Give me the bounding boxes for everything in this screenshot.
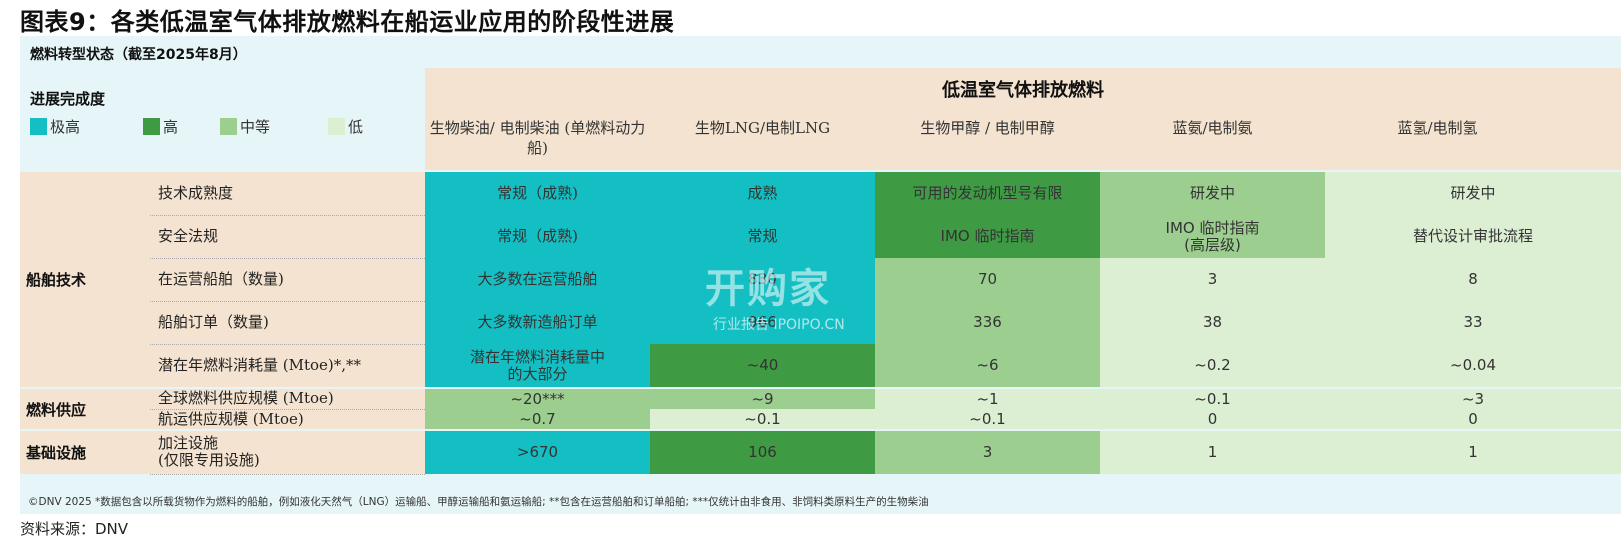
status-cell: ~0.1 <box>650 409 875 430</box>
status-cell: ~0.04 <box>1325 344 1621 388</box>
status-cell: 0 <box>1100 409 1325 430</box>
figure-subtitle: 燃料转型状态（截至2025年8月） <box>30 47 247 63</box>
table-row: 船舶技术 技术成熟度 常规（成熟) 成熟 可用的发动机型号有限 研发中 研发中 <box>20 172 1621 388</box>
fuel-column-header: 生物LNG/电制LNG <box>694 119 831 137</box>
fuel-header-title: 低温室气体排放燃料 <box>942 80 1104 101</box>
status-cell: 1 <box>1325 429 1621 474</box>
legend-label: 极高 <box>50 118 81 136</box>
legend-item: 极高 <box>30 116 80 137</box>
status-cell: 可用的发动机型号有限 <box>875 172 1100 215</box>
section-label: 燃料供应 <box>20 387 150 430</box>
status-cell: ~0.2 <box>1100 344 1325 388</box>
status-cell: ~20*** <box>425 387 650 409</box>
status-cell: 研发中 <box>1325 172 1621 215</box>
row-label: 技术成熟度 <box>150 172 425 216</box>
legend-label: 高 <box>163 118 179 136</box>
table-row: 安全法规 常规（成熟) 常规 IMO 临时指南 IMO 临时指南 (高层级) 替代设计审批… <box>20 215 1621 259</box>
status-cell: ~1 <box>875 387 1100 409</box>
table-row: 船舶订单（数量) 大多数新造船订单 966 336 38 33 <box>20 301 1621 345</box>
status-cell: 106 <box>650 429 875 474</box>
status-cell: 0 <box>1325 409 1621 430</box>
fuel-column-header: 生物柴油/ 电制柴油 (单燃料动力船) <box>429 119 646 157</box>
table-row: 在运营船舶（数量) 大多数在运营船舶 830 70 3 8 <box>20 258 1621 302</box>
row-label: 船舶订单（数量) <box>150 301 425 345</box>
progress-table: 船舶技术 技术成熟度 常规（成熟) 成熟 可用的发动机型号有限 研发中 研发中 安全法规 常规（… <box>20 172 1621 475</box>
legend-item: 中等 <box>220 116 270 137</box>
legend-swatch <box>30 118 47 135</box>
status-cell: ~40 <box>650 344 875 388</box>
status-cell: IMO 临时指南 <box>875 215 1100 258</box>
status-cell: ~0.7 <box>425 409 650 430</box>
figure-panel: 燃料转型状态（截至2025年8月） 进展完成度 极高 高 中等 低 低温室气体排放燃料… <box>20 36 1621 514</box>
fuel-column-header: 蓝氢/电制氢 <box>1397 119 1478 137</box>
status-cell: 研发中 <box>1100 172 1325 215</box>
status-cell: 33 <box>1325 301 1621 344</box>
status-cell: ~6 <box>875 344 1100 388</box>
legend-swatch <box>328 118 345 135</box>
status-cell: 3 <box>875 429 1100 474</box>
status-cell: 3 <box>1100 258 1325 301</box>
section-label: 基础设施 <box>20 429 150 474</box>
status-cell: 336 <box>875 301 1100 344</box>
legend-item: 高 <box>143 116 178 137</box>
status-cell: 1 <box>1100 429 1325 474</box>
status-cell: ~3 <box>1325 387 1621 409</box>
status-cell: IMO 临时指南 (高层级) <box>1100 215 1325 258</box>
table-row: 潜在年燃料消耗量 (Mtoe)*,** 潜在年燃料消耗量中 的大部分 ~40 ~6 ~0… <box>20 344 1621 389</box>
legend-label: 低 <box>348 118 364 136</box>
status-cell: 常规 <box>650 215 875 258</box>
status-cell: 830 <box>650 258 875 301</box>
footnote: ©DNV 2025 *数据包含以所载货物作为燃料的船舶，例如液化天然气（LNG）… <box>28 496 929 508</box>
status-cell: 常规（成熟) <box>425 172 650 215</box>
status-cell: ~0.1 <box>875 409 1100 430</box>
status-cell: 常规（成熟) <box>425 215 650 258</box>
status-cell: 替代设计审批流程 <box>1325 215 1621 258</box>
row-label: 全球燃料供应规模 (Mtoe) <box>150 387 425 410</box>
status-cell: 潜在年燃料消耗量中 的大部分 <box>425 344 650 388</box>
section-label: 船舶技术 <box>20 172 150 388</box>
status-cell: 8 <box>1325 258 1621 301</box>
fuel-header-block: 低温室气体排放燃料 生物柴油/ 电制柴油 (单燃料动力船) 生物LNG/电制LNG… <box>425 68 1621 170</box>
status-cell: 大多数在运营船舶 <box>425 258 650 301</box>
row-label: 加注设施 (仅限专用设施) <box>150 429 425 475</box>
status-cell: 大多数新造船订单 <box>425 301 650 344</box>
fuel-column-header: 生物甲醇 / 电制甲醇 <box>920 119 1055 137</box>
legend-title: 进展完成度 <box>30 90 106 108</box>
status-cell: 966 <box>650 301 875 344</box>
row-label: 安全法规 <box>150 215 425 259</box>
legend-swatch <box>220 118 237 135</box>
legend-swatch <box>143 118 160 135</box>
row-label: 航运供应规模 (Mtoe) <box>150 409 425 431</box>
source-note: 资料来源：DNV <box>20 520 129 538</box>
status-cell: ~9 <box>650 387 875 409</box>
legend-label: 中等 <box>240 118 271 136</box>
row-label: 在运营船舶（数量) <box>150 258 425 302</box>
page-title: 图表9：各类低温室气体排放燃料在船运业应用的阶段性进展 <box>20 8 675 36</box>
status-cell: >670 <box>425 429 650 474</box>
status-cell: 70 <box>875 258 1100 301</box>
status-cell: 成熟 <box>650 172 875 215</box>
row-label: 潜在年燃料消耗量 (Mtoe)*,** <box>150 344 425 389</box>
legend-item: 低 <box>328 116 363 137</box>
status-cell: 38 <box>1100 301 1325 344</box>
table-row: 燃料供应 全球燃料供应规模 (Mtoe) ~20*** ~9 ~1 ~0.1 ~3 <box>20 387 1621 430</box>
table-row: 航运供应规模 (Mtoe) ~0.7 ~0.1 ~0.1 0 0 <box>20 409 1621 431</box>
fuel-column-header: 蓝氨/电制氨 <box>1172 119 1253 137</box>
status-cell: ~0.1 <box>1100 387 1325 409</box>
table-row: 基础设施 加注设施 (仅限专用设施) >670 106 3 1 1 <box>20 429 1621 475</box>
